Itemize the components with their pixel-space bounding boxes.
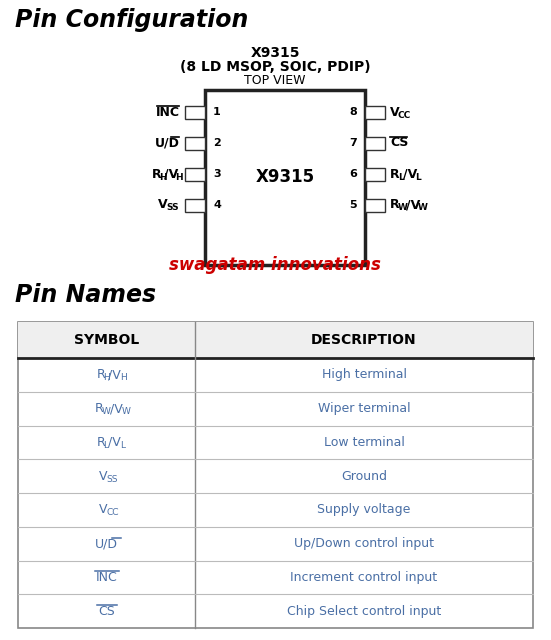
Text: Pin Configuration: Pin Configuration bbox=[15, 8, 249, 32]
Text: H: H bbox=[104, 373, 110, 382]
Text: Up/Down control input: Up/Down control input bbox=[294, 537, 434, 550]
Bar bbox=[18, 322, 533, 358]
Text: 7: 7 bbox=[349, 138, 357, 148]
Text: 4: 4 bbox=[213, 200, 221, 210]
Text: CC: CC bbox=[398, 111, 411, 120]
Text: 1: 1 bbox=[213, 107, 221, 117]
Bar bbox=[365, 136, 385, 150]
Bar bbox=[18, 322, 533, 628]
Text: High terminal: High terminal bbox=[321, 369, 407, 381]
Text: DESCRIPTION: DESCRIPTION bbox=[311, 333, 417, 347]
Text: R: R bbox=[96, 436, 105, 449]
Text: TOP VIEW: TOP VIEW bbox=[244, 74, 306, 87]
Text: L: L bbox=[121, 441, 126, 450]
Text: INC: INC bbox=[156, 106, 180, 118]
Text: L: L bbox=[415, 173, 421, 182]
Text: V: V bbox=[390, 106, 399, 118]
Text: Chip Select control input: Chip Select control input bbox=[287, 605, 441, 618]
Text: /V: /V bbox=[403, 168, 417, 180]
Text: W: W bbox=[398, 204, 408, 212]
Text: L: L bbox=[104, 441, 109, 450]
Text: CS: CS bbox=[98, 605, 115, 618]
Text: INC: INC bbox=[96, 571, 117, 584]
Text: H: H bbox=[175, 173, 182, 182]
Text: Ground: Ground bbox=[341, 470, 387, 483]
Text: U/D: U/D bbox=[155, 136, 180, 150]
Text: (8 LD MSOP, SOIC, PDIP): (8 LD MSOP, SOIC, PDIP) bbox=[180, 60, 370, 74]
Text: X9315: X9315 bbox=[250, 46, 300, 60]
Text: SS: SS bbox=[106, 475, 118, 484]
Bar bbox=[365, 168, 385, 180]
Text: CS: CS bbox=[390, 136, 408, 150]
Text: /V: /V bbox=[164, 168, 179, 180]
Text: /V: /V bbox=[109, 369, 121, 381]
Bar bbox=[185, 168, 205, 180]
Text: Wiper terminal: Wiper terminal bbox=[318, 402, 410, 415]
Text: U/D: U/D bbox=[95, 537, 118, 550]
Text: /V: /V bbox=[110, 402, 122, 415]
Text: X9315: X9315 bbox=[256, 168, 315, 186]
Text: R: R bbox=[390, 198, 399, 211]
Text: Pin Names: Pin Names bbox=[15, 283, 156, 307]
Text: Low terminal: Low terminal bbox=[323, 436, 404, 449]
Text: V: V bbox=[99, 470, 107, 483]
Bar bbox=[365, 198, 385, 211]
Text: V: V bbox=[99, 504, 107, 516]
Bar bbox=[365, 106, 385, 118]
Text: /V: /V bbox=[109, 436, 121, 449]
Text: R: R bbox=[390, 168, 399, 180]
Bar bbox=[205, 90, 365, 265]
Text: W: W bbox=[122, 407, 131, 416]
Bar bbox=[185, 198, 205, 211]
Text: CC: CC bbox=[106, 508, 119, 517]
Text: SS: SS bbox=[166, 204, 179, 212]
Text: R: R bbox=[95, 402, 103, 415]
Text: R: R bbox=[96, 369, 105, 381]
Text: 2: 2 bbox=[213, 138, 221, 148]
Text: Supply voltage: Supply voltage bbox=[317, 504, 410, 516]
Text: Increment control input: Increment control input bbox=[290, 571, 437, 584]
Bar bbox=[185, 106, 205, 118]
Text: L: L bbox=[398, 173, 404, 182]
Bar bbox=[185, 136, 205, 150]
Text: 6: 6 bbox=[349, 169, 357, 179]
Text: H: H bbox=[159, 173, 166, 182]
Text: W: W bbox=[101, 407, 110, 416]
Text: 5: 5 bbox=[349, 200, 357, 210]
Text: 8: 8 bbox=[349, 107, 357, 117]
Text: R: R bbox=[152, 168, 161, 180]
Text: SYMBOL: SYMBOL bbox=[74, 333, 139, 347]
Text: 3: 3 bbox=[213, 169, 220, 179]
Text: W: W bbox=[418, 204, 428, 212]
Text: swagatam innovations: swagatam innovations bbox=[169, 256, 381, 274]
Text: V: V bbox=[158, 198, 168, 211]
Text: H: H bbox=[121, 373, 127, 382]
Text: /V: /V bbox=[406, 198, 420, 211]
